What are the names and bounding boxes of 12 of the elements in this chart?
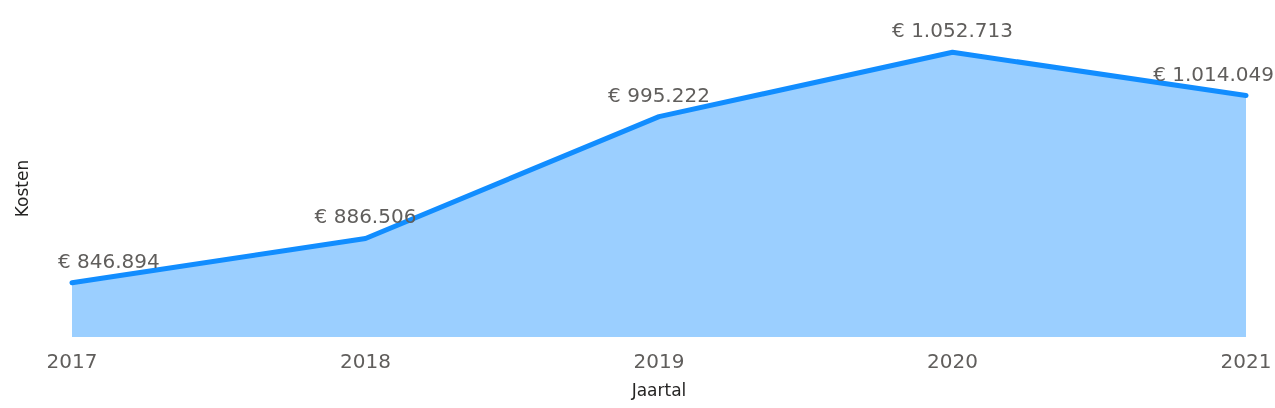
data-label: € 886.506 [314, 204, 417, 229]
x-axis-title: Jaartal [630, 380, 687, 400]
x-tick-label: 2017 [46, 349, 98, 373]
data-label: € 1.014.049 [1153, 61, 1274, 86]
data-label: € 1.052.713 [892, 18, 1013, 43]
x-tick-label: 2020 [927, 349, 978, 373]
data-label: € 846.894 [58, 248, 160, 273]
x-tick-label: 2021 [1220, 349, 1272, 373]
y-axis-title: Kosten [12, 159, 32, 218]
data-label: € 995.222 [608, 82, 710, 107]
x-tick-label: 2019 [633, 349, 685, 373]
x-tick-label: 2018 [340, 349, 391, 373]
